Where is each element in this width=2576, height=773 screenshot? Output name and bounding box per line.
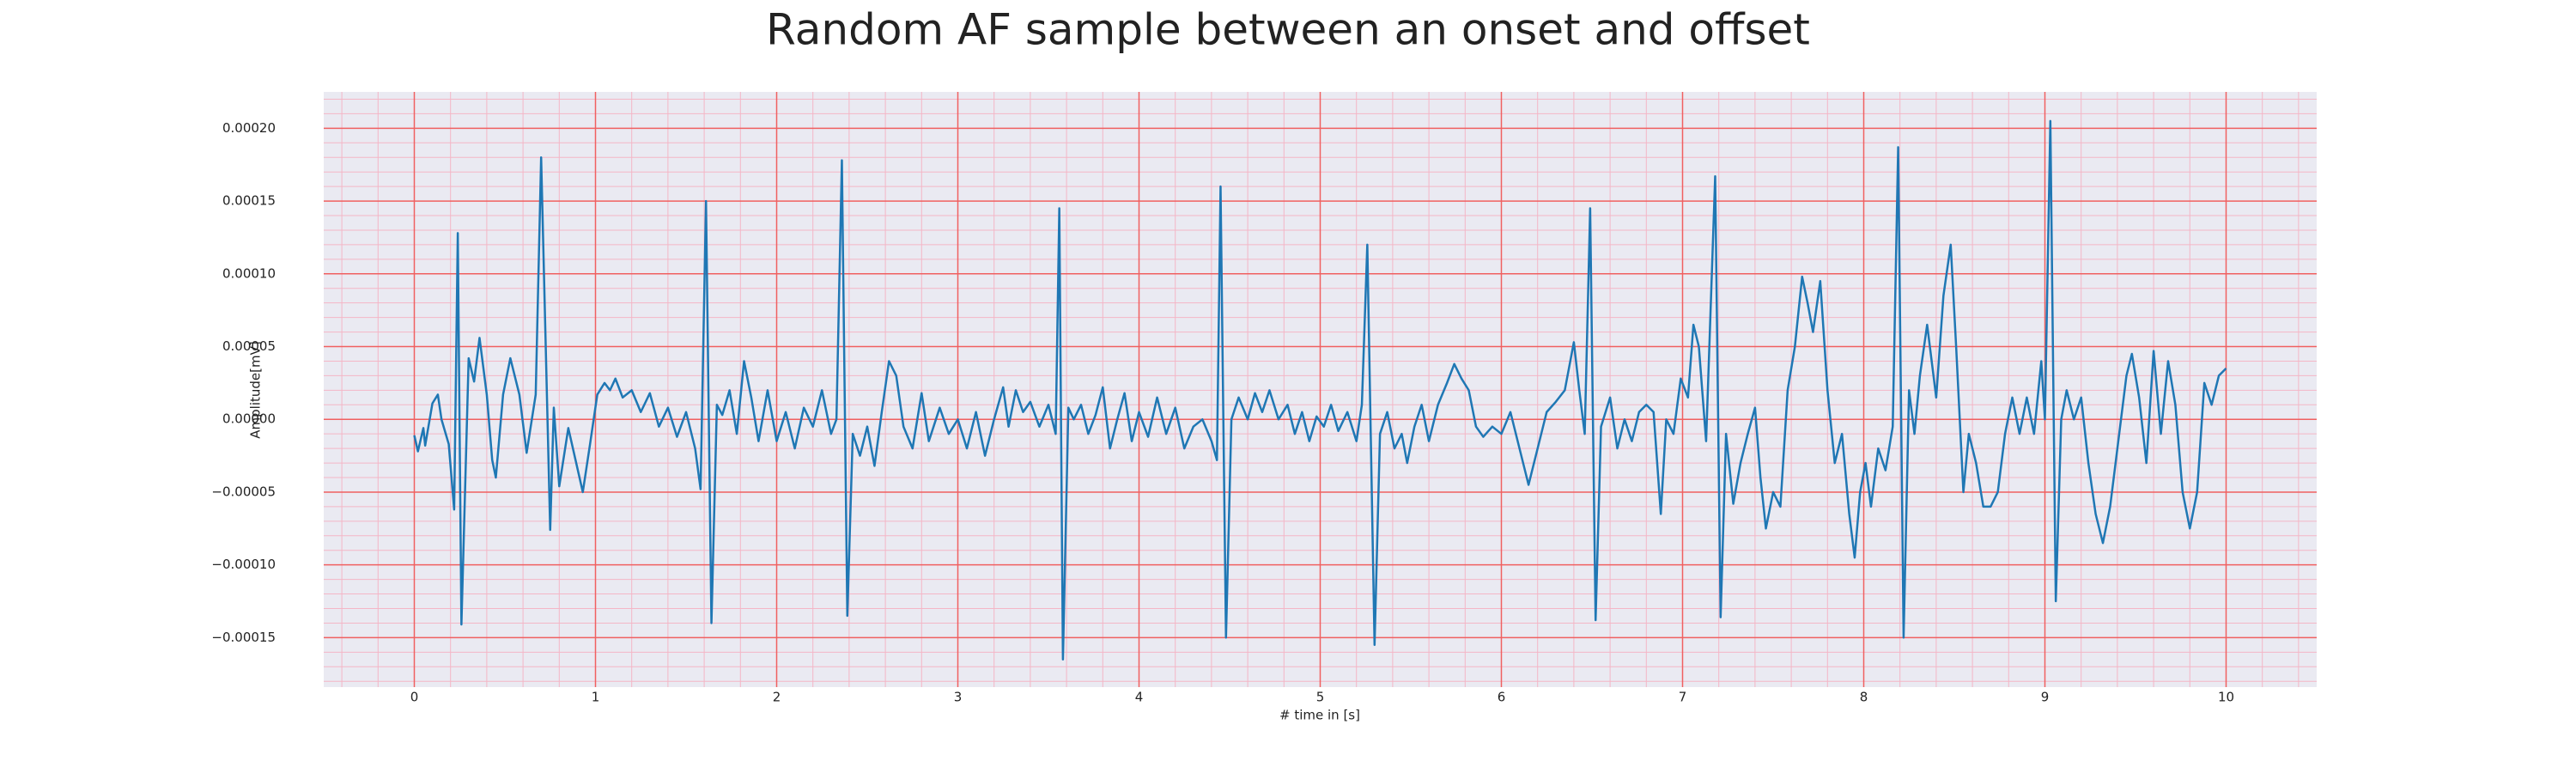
y-tick-label: 0.00000	[222, 411, 276, 427]
y-tick-label: −0.00005	[211, 484, 276, 499]
y-tick-label: 0.00015	[222, 193, 276, 209]
y-axis-label: Amplitude[mV]	[248, 341, 264, 438]
x-tick-label: 2	[773, 690, 781, 705]
x-tick-label: 0	[410, 690, 419, 705]
y-tick-label: −0.00010	[211, 557, 276, 572]
x-tick-label: 6	[1498, 690, 1506, 705]
x-axis-label: # time in [s]	[1279, 708, 1360, 723]
x-tick-label: 8	[1860, 690, 1868, 705]
y-tick-label: −0.00015	[211, 630, 276, 645]
x-tick-label: 1	[592, 690, 600, 705]
line-series	[413, 119, 2227, 661]
y-tick-label: 0.00020	[222, 120, 276, 136]
x-tick-label: 3	[954, 690, 963, 705]
x-tick-label: 5	[1316, 690, 1325, 705]
x-tick-label: 9	[2041, 690, 2050, 705]
x-tick-label: 7	[1679, 690, 1687, 705]
x-tick-label: 10	[2218, 690, 2234, 705]
y-tick-label: 0.00005	[222, 338, 276, 354]
y-tick-label: 0.00010	[222, 265, 276, 281]
chart-title: Random AF sample between an onset and of…	[766, 5, 1810, 55]
x-tick-label: 4	[1135, 690, 1144, 705]
